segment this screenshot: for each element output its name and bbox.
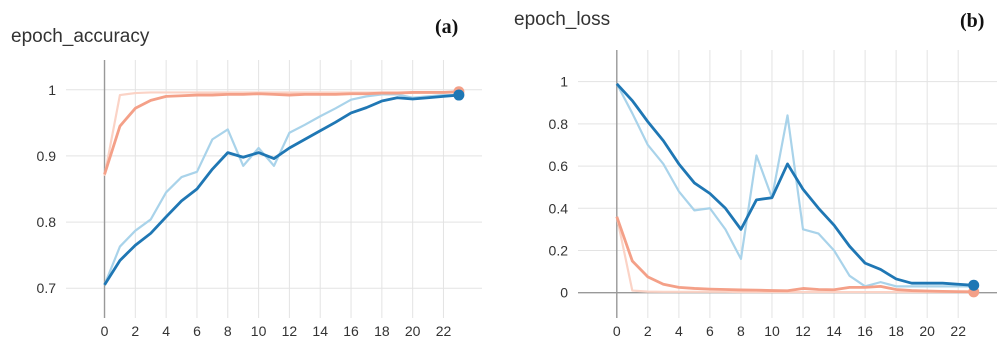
acc-x-tick-9: 18 bbox=[374, 323, 390, 339]
loss-series-1-line bbox=[615, 82, 974, 287]
loss-title: epoch_loss bbox=[514, 9, 611, 30]
loss-series-1-end-point bbox=[968, 279, 980, 291]
accuracy-panel: epoch_accuracy (a) 0 2 4 6 8 10 12 14 16 18 20 22 0.… bbox=[0, 0, 497, 342]
loss-x-tick-1: 2 bbox=[644, 323, 652, 339]
loss-series-0-line bbox=[615, 216, 974, 294]
acc-x-tick-10: 20 bbox=[405, 323, 421, 339]
loss-x-tick-5: 10 bbox=[764, 323, 780, 339]
loss-chart: 0 2 4 6 8 10 12 14 16 18 20 22 0 0.2 0.4 0.6 0.8 1 bbox=[549, 50, 997, 339]
loss-y-tick-1: 0.2 bbox=[549, 242, 569, 258]
acc-series-1-line bbox=[103, 93, 460, 286]
acc-x-tick-4: 8 bbox=[224, 323, 232, 339]
loss-x-tick-0: 0 bbox=[613, 323, 621, 339]
loss-y-tick-0: 0 bbox=[560, 285, 568, 301]
acc-x-tick-0: 0 bbox=[101, 323, 109, 339]
accuracy-title: epoch_accuracy bbox=[11, 26, 150, 47]
loss-x-tick-8: 16 bbox=[857, 323, 873, 339]
acc-series-0-raw-line bbox=[103, 90, 459, 176]
acc-y-tick-3: 1 bbox=[48, 82, 56, 98]
loss-x-tick-7: 14 bbox=[826, 323, 842, 339]
loss-y-tick-3: 0.6 bbox=[549, 158, 569, 174]
acc-x-tick-3: 6 bbox=[193, 323, 201, 339]
loss-x-tick-9: 18 bbox=[888, 323, 904, 339]
loss-x-tick-3: 6 bbox=[706, 323, 714, 339]
loss-x-tick-11: 22 bbox=[950, 323, 966, 339]
acc-x-tick-8: 16 bbox=[343, 323, 359, 339]
acc-series-1-raw-line bbox=[103, 93, 459, 286]
loss-series-0-raw-line bbox=[615, 216, 974, 294]
acc-x-tick-7: 14 bbox=[312, 323, 328, 339]
loss-panel: epoch_loss (b) 0 2 4 6 8 10 12 14 16 18 20 22 0 0.2 0.… bbox=[500, 0, 999, 342]
acc-series-1-end-point bbox=[453, 89, 465, 101]
loss-y-tick-2: 0.4 bbox=[549, 200, 569, 216]
loss-x-tick-2: 4 bbox=[675, 323, 683, 339]
acc-y-tick-0: 0.7 bbox=[37, 280, 57, 296]
loss-x-tick-6: 12 bbox=[795, 323, 811, 339]
acc-x-tick-6: 12 bbox=[282, 323, 298, 339]
loss-y-tick-4: 0.8 bbox=[549, 116, 569, 132]
acc-y-tick-1: 0.8 bbox=[37, 214, 57, 230]
acc-y-tick-2: 0.9 bbox=[37, 148, 57, 164]
acc-x-tick-11: 22 bbox=[436, 323, 452, 339]
acc-x-tick-2: 4 bbox=[162, 323, 170, 339]
loss-x-tick-10: 20 bbox=[919, 323, 935, 339]
acc-x-tick-1: 2 bbox=[131, 323, 139, 339]
accuracy-panel-label: (a) bbox=[435, 16, 459, 38]
acc-series-0-line bbox=[103, 90, 459, 175]
loss-panel-label: (b) bbox=[960, 10, 985, 32]
acc-x-tick-5: 10 bbox=[251, 323, 267, 339]
accuracy-chart: 0 2 4 6 8 10 12 14 16 18 20 22 0.7 0.8 0.9 1 bbox=[37, 60, 482, 339]
loss-y-tick-5: 1 bbox=[560, 74, 568, 90]
loss-series-1-raw-line bbox=[615, 83, 974, 288]
loss-x-tick-4: 8 bbox=[737, 323, 745, 339]
